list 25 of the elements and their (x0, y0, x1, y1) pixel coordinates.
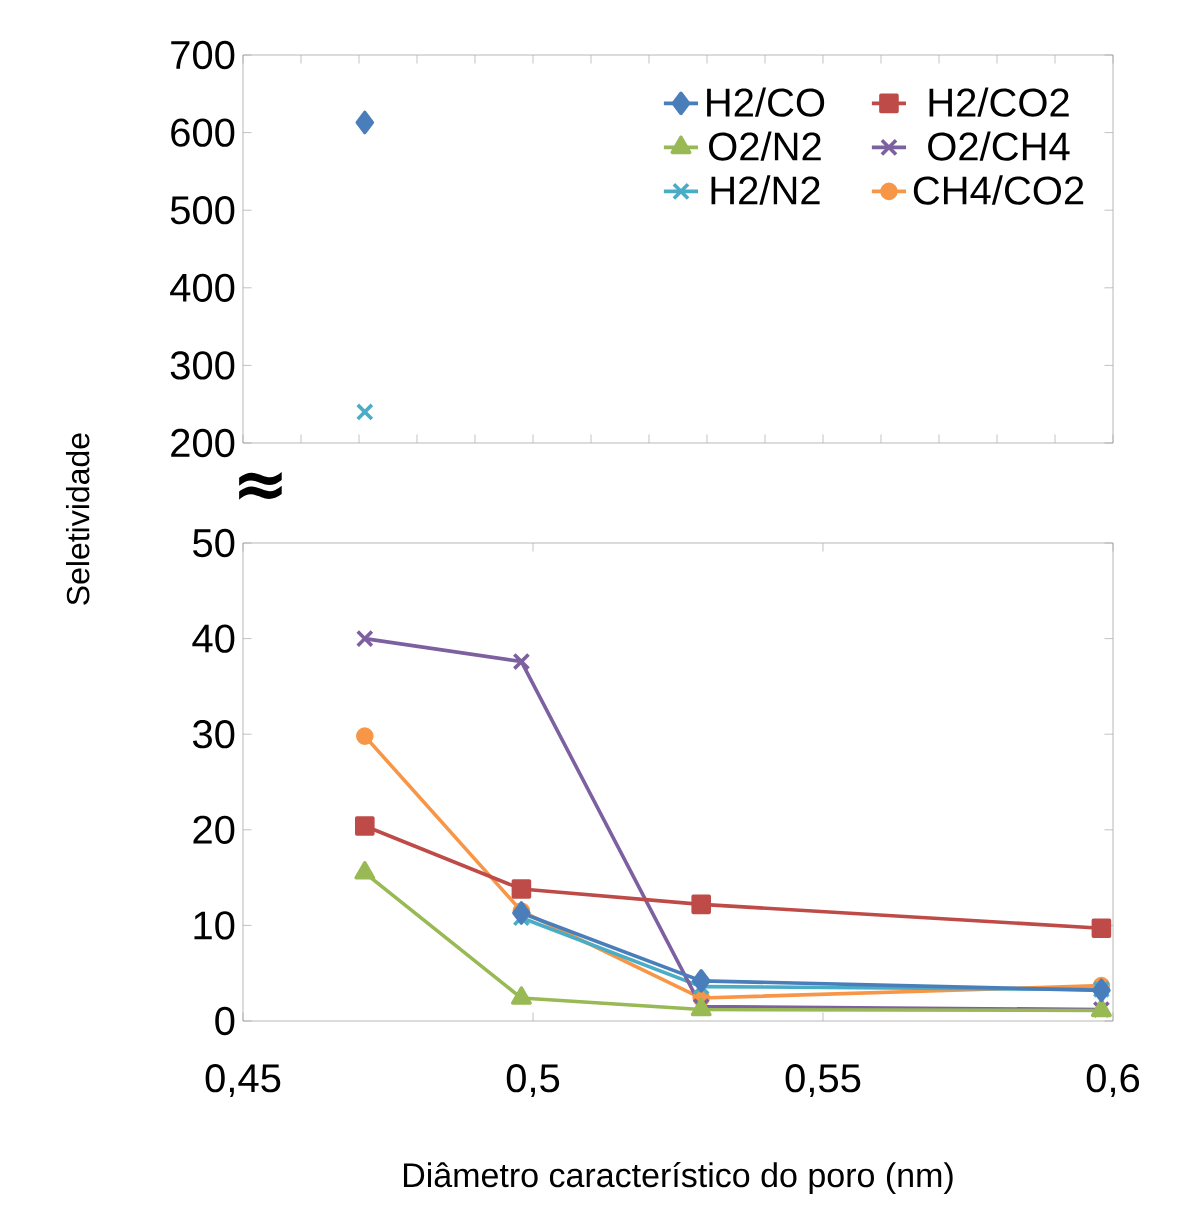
legend-label: H2/CO2 (929, 87, 1069, 117)
y-tick-label: 500 (170, 196, 235, 225)
x-axis-title: Diâmetro característico do poro (nm) (403, 1161, 953, 1194)
y-tick-label: 50 (193, 528, 235, 558)
legend-label: O2/N2 (709, 131, 821, 161)
legend-label: H2/N2 (711, 175, 820, 205)
legend-label: O2/CH4 (928, 131, 1070, 161)
y-axis-title: Seletividade (65, 433, 90, 605)
legend-label: H2/CO (707, 87, 825, 117)
y-tick-label: 10 (194, 911, 235, 940)
y-tick-label: 20 (193, 815, 235, 844)
y-tick-label: 40 (192, 624, 235, 653)
y-tick-label: 30 (192, 720, 235, 749)
x-tick-label: 0,5 (506, 1064, 560, 1098)
y-tick-label: 300 (170, 351, 235, 380)
y-tick-label: 400 (170, 273, 235, 302)
y-tick-label: 600 (171, 118, 235, 147)
y-tick-label: 0 (215, 1006, 235, 1036)
text: ≈ (239, 471, 282, 500)
y-tick-label: 700 (171, 40, 235, 70)
x-tick-label: 0,45 (205, 1064, 281, 1098)
y-tick-label: 200 (171, 428, 235, 458)
legend-label: CH4/CO2 (913, 175, 1084, 205)
x-tick-label: 0,6 (1086, 1064, 1140, 1098)
x-tick-label: 0,55 (785, 1064, 861, 1098)
